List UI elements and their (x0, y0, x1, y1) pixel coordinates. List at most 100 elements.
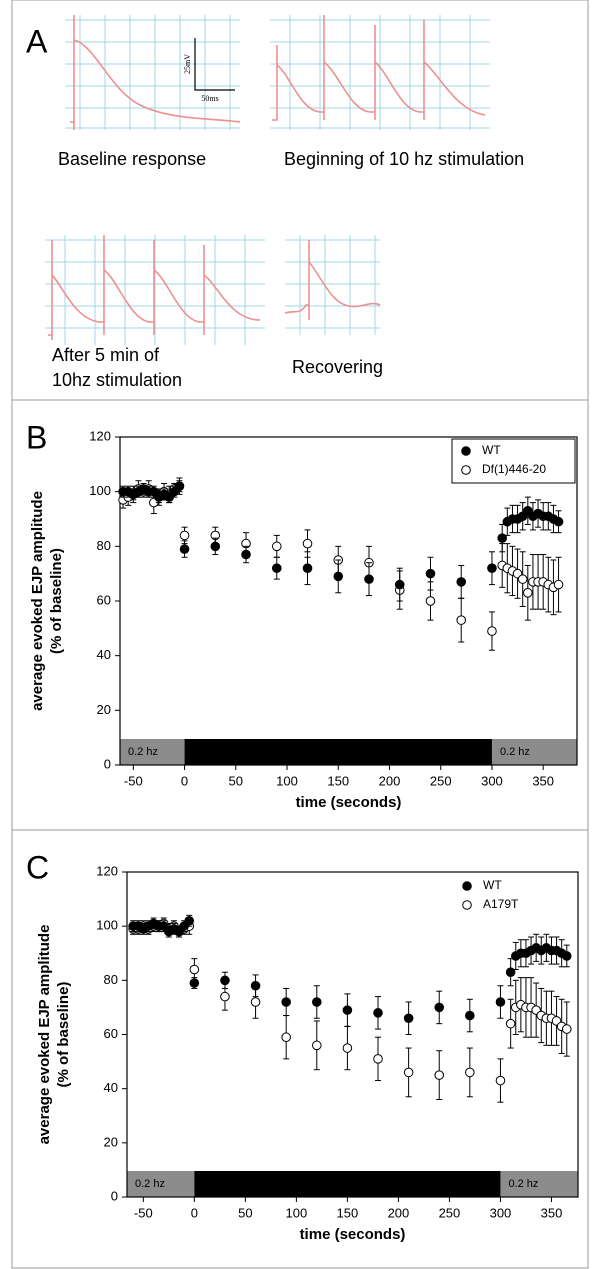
data-point (303, 539, 312, 548)
trace-caption: After 5 min of (52, 345, 160, 365)
data-point (365, 575, 374, 584)
data-point (404, 1068, 413, 1077)
data-point (498, 534, 507, 543)
y-axis-label: (% of baseline) (55, 982, 72, 1088)
data-point (190, 979, 199, 988)
data-point (426, 597, 435, 606)
data-point (488, 627, 497, 636)
x-tick-label: 100 (286, 1205, 308, 1220)
legend-marker (462, 466, 471, 475)
data-point (185, 916, 194, 925)
scale-label: 25mV (183, 54, 192, 74)
data-point (554, 517, 563, 526)
x-tick-label: 150 (327, 773, 349, 788)
legend-label: WT (482, 443, 501, 457)
scale-bar: 25mV 50ms (183, 38, 235, 103)
y-tick-label: 40 (104, 1080, 118, 1095)
data-point (374, 1055, 383, 1064)
protocol-label: 0.2 hz (500, 746, 530, 758)
data-point (554, 580, 563, 589)
y-tick-label: 0 (111, 1188, 118, 1203)
x-tick-label: 150 (337, 1205, 359, 1220)
y-tick-label: 60 (104, 1026, 118, 1041)
x-tick-label: 50 (238, 1205, 252, 1220)
data-point (488, 564, 497, 573)
data-point (435, 1071, 444, 1080)
data-point (282, 1033, 291, 1042)
data-point (457, 578, 466, 587)
data-point (426, 569, 435, 578)
data-point (506, 1019, 515, 1028)
data-point (496, 1076, 505, 1085)
legend-label: A179T (483, 897, 519, 911)
data-point (395, 580, 404, 589)
legend-marker (463, 882, 472, 891)
x-tick-label: 100 (276, 773, 298, 788)
data-point (343, 1006, 352, 1015)
data-point (272, 542, 281, 551)
x-tick-label: 350 (532, 773, 554, 788)
data-point (496, 998, 505, 1007)
x-tick-label: 0 (191, 1205, 198, 1220)
trace-caption: Beginning of 10 hz stimulation (284, 149, 524, 169)
data-point (221, 992, 230, 1001)
data-point (562, 1025, 571, 1034)
data-point (242, 550, 251, 559)
data-point (211, 542, 220, 551)
x-tick-label: 250 (430, 773, 452, 788)
y-axis-label: average evoked EJP amplitude (29, 491, 46, 711)
data-point (312, 1041, 321, 1050)
data-point (524, 589, 533, 598)
y-tick-label: 80 (104, 972, 118, 987)
y-tick-label: 20 (97, 702, 111, 717)
page: A 25mV 50ms Baseline response Beginning … (0, 0, 592, 1269)
x-axis-label: time (seconds) (296, 794, 402, 811)
plot-frame (120, 437, 577, 765)
y-tick-label: 20 (104, 1134, 118, 1149)
panel-label: B (26, 419, 47, 455)
data-point (312, 998, 321, 1007)
data-point (272, 564, 281, 573)
x-tick-label: -50 (124, 773, 143, 788)
data-point (518, 575, 527, 584)
data-point (303, 564, 312, 573)
panel-label: C (26, 849, 49, 885)
panel-label: A (26, 23, 48, 59)
y-axis-label: (% of baseline) (48, 548, 65, 654)
y-tick-label: 100 (96, 918, 118, 933)
data-point (435, 1003, 444, 1012)
y-tick-label: 40 (97, 647, 111, 662)
x-tick-label: 200 (379, 773, 401, 788)
legend-marker (462, 447, 471, 456)
y-tick-label: 120 (89, 428, 111, 443)
data-point (466, 1068, 475, 1077)
x-tick-label: 300 (481, 773, 503, 788)
data-point (251, 981, 260, 990)
x-tick-label: 0 (181, 773, 188, 788)
data-point (282, 998, 291, 1007)
x-tick-label: 300 (490, 1205, 512, 1220)
data-point (180, 545, 189, 554)
protocol-label: 0.2 hz (508, 1178, 538, 1190)
y-tick-label: 100 (89, 483, 111, 498)
protocol-label: 10 hz stimulation (193, 746, 276, 758)
data-point (175, 482, 184, 491)
protocol-label: 0.2 hz (135, 1178, 165, 1190)
x-tick-label: 200 (388, 1205, 410, 1220)
data-point (466, 1011, 475, 1020)
y-tick-label: 80 (97, 538, 111, 553)
scale-label: 50ms (201, 94, 218, 103)
x-tick-label: 350 (541, 1205, 563, 1220)
x-tick-label: 50 (229, 773, 243, 788)
trace-caption: Recovering (292, 357, 383, 377)
data-point (374, 1009, 383, 1018)
y-tick-label: 120 (96, 863, 118, 878)
y-tick-label: 60 (97, 592, 111, 607)
data-point (506, 968, 515, 977)
data-point (562, 952, 571, 961)
legend-label: WT (483, 878, 502, 892)
legend-label: Df(1)446-20 (482, 462, 546, 476)
trace-caption: Baseline response (58, 149, 206, 169)
y-axis-label: average evoked EJP amplitude (36, 925, 53, 1145)
data-point (404, 1014, 413, 1023)
